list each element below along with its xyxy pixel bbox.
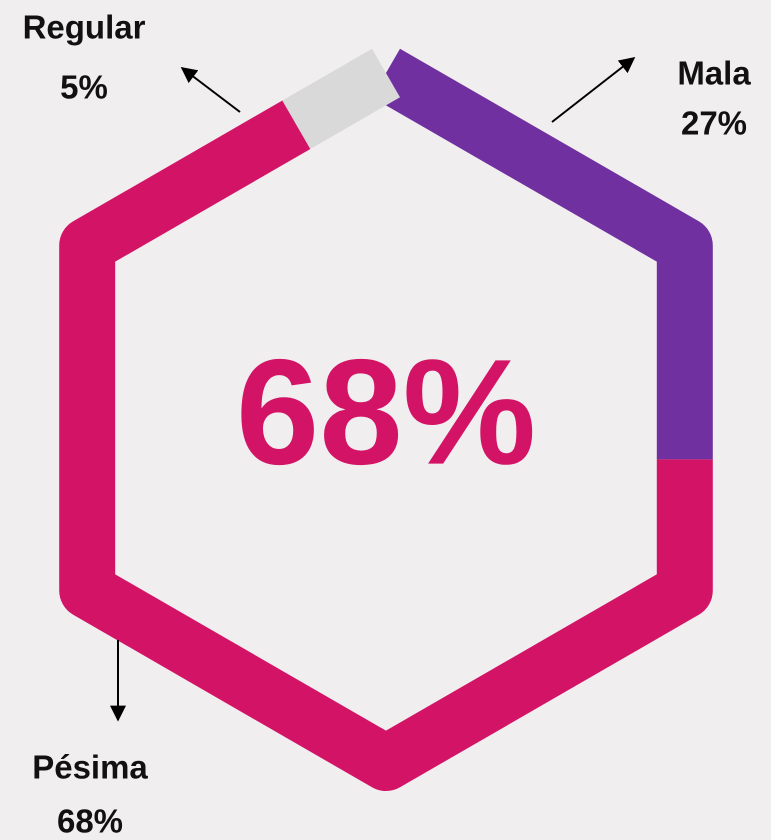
donut-segment (59, 45, 713, 791)
donut (59, 45, 713, 791)
legend-label: Mala (677, 55, 751, 92)
donut-segment (59, 45, 713, 791)
value-label: 68% (57, 803, 123, 840)
legend-label: Pésima (32, 749, 148, 786)
center-label: 68% (236, 328, 536, 496)
value-label: 27% (681, 105, 747, 142)
legend-label: Regular (23, 9, 146, 46)
leader-line (180, 67, 241, 113)
value-label: 5% (60, 69, 108, 106)
leader-line (551, 57, 636, 123)
